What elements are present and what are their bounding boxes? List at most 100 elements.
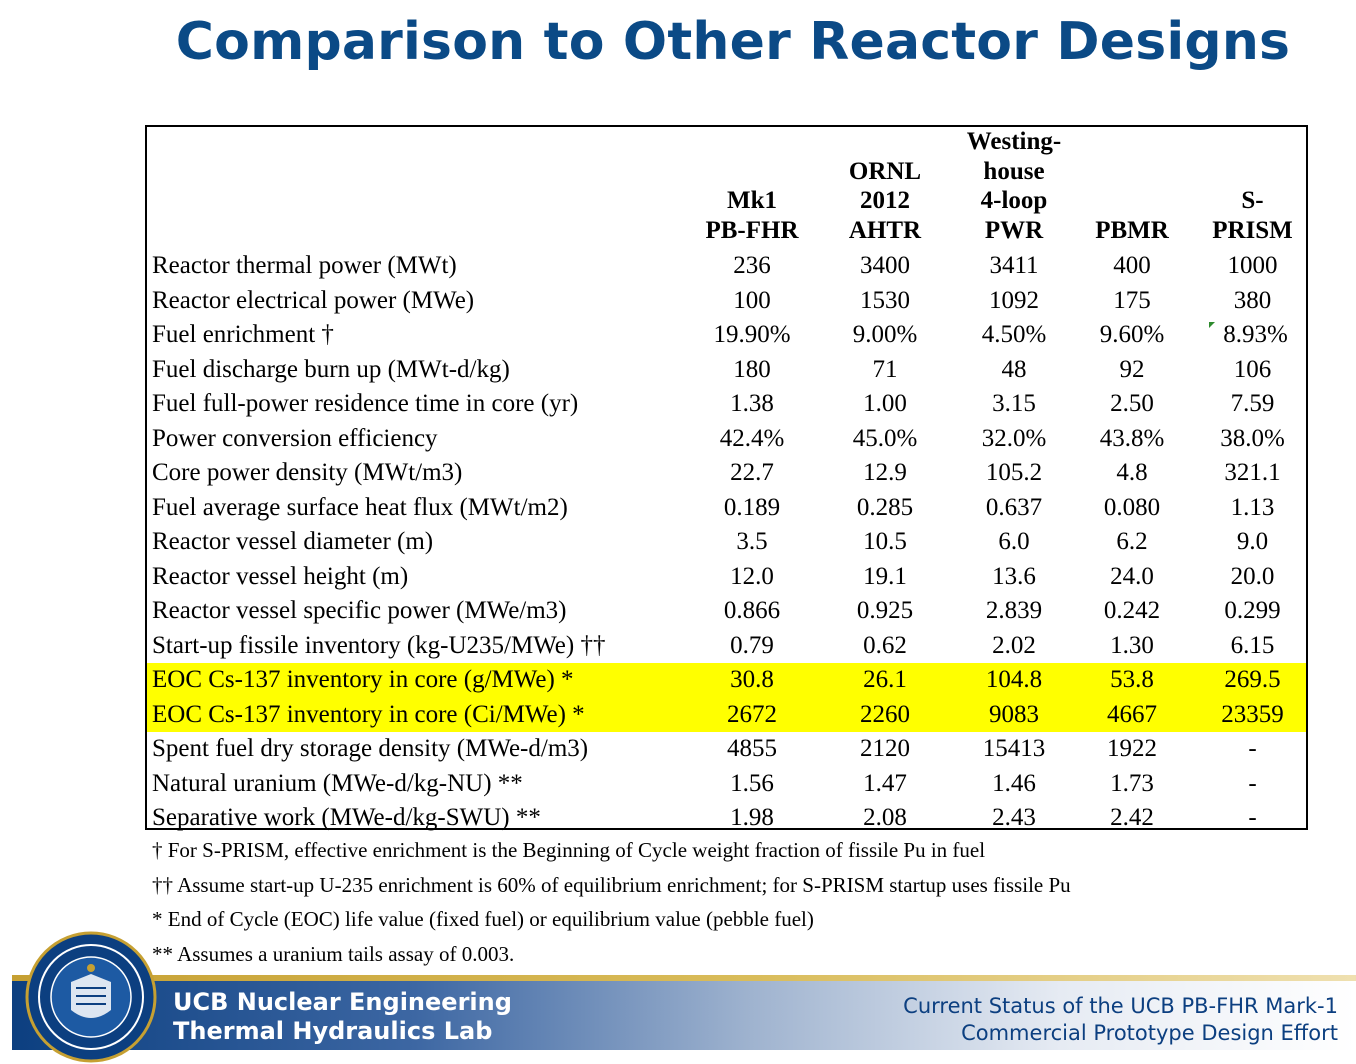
- cell-text: 19.1: [863, 562, 907, 590]
- cell-text: 4855: [727, 735, 777, 762]
- footnote-double-dagger: †† Assume start-up U-235 enrichment is 6…: [152, 872, 1071, 897]
- row-label: Separative work (MWe-d/kg-SWU) **: [152, 804, 541, 831]
- cell-text: -: [1248, 804, 1257, 831]
- cell-text: 400: [1113, 252, 1151, 279]
- row-value: 6.2: [1065, 525, 1199, 560]
- header-text: 2012: [860, 187, 910, 214]
- lab-name: UCB Nuclear Engineering Thermal Hydrauli…: [173, 988, 512, 1046]
- cell-text: 7.59: [1230, 390, 1275, 417]
- row-label: Fuel discharge burn up (MWt-d/kg): [152, 355, 510, 383]
- row-value: 38.0%: [1199, 422, 1306, 457]
- row-value: 0.637: [963, 491, 1065, 526]
- cell-text: 9.60%: [1099, 321, 1165, 348]
- cell-text: 1092: [989, 286, 1039, 314]
- cell-text: 269.5: [1224, 666, 1281, 693]
- cell-text: 0.242: [1103, 597, 1161, 624]
- cell-text: 53.8: [1110, 666, 1154, 693]
- row-value: 105.2: [963, 456, 1065, 491]
- row-value: 9.60%: [1065, 318, 1199, 353]
- row-label: Fuel enrichment †: [152, 321, 334, 348]
- row-value: 1.73: [1065, 767, 1199, 802]
- cell-text: 6.15: [1230, 631, 1275, 659]
- footnote-double-asterisk: ** Assumes a uranium tails assay of 0.00…: [152, 941, 515, 966]
- cell-text: -: [1248, 769, 1257, 797]
- header-text: Westing-: [966, 128, 1062, 155]
- table-row: Core power density (MWt/m3) 22.7 12.9 105.2…: [147, 456, 1306, 491]
- cell-text: 1.38: [730, 390, 774, 417]
- row-value: 71: [807, 353, 963, 388]
- row-value: 12.0: [697, 560, 807, 595]
- cell-text: 1.30: [1110, 631, 1154, 659]
- cell-text: 19.90%: [713, 321, 791, 348]
- table-row: EOC Cs-137 inventory in core (g/MWe) * 30…: [147, 663, 1306, 698]
- header-text: ORNL: [848, 157, 922, 185]
- cell-text: 1.00: [863, 390, 907, 417]
- cell-text: 38.0%: [1220, 424, 1285, 452]
- row-value: 2.42: [1065, 801, 1199, 836]
- cell-text: 0.299: [1224, 597, 1281, 624]
- cell-text: 26.1: [863, 666, 907, 693]
- row-value: 26.1: [807, 663, 963, 698]
- cell-text: 0.080: [1103, 493, 1161, 521]
- cell-text: 45.0%: [852, 424, 918, 452]
- row-value: 23359: [1199, 697, 1306, 732]
- header-mk1-pbfhr: Mk1 PB-FHR: [697, 127, 807, 249]
- row-value: 20.0: [1199, 560, 1306, 595]
- row-value: 32.0%: [963, 422, 1065, 457]
- cell-text: 2.08: [863, 804, 907, 831]
- cell-text: 48: [1001, 355, 1027, 383]
- subtitle-line1: Current Status of the UCB PB-FHR Mark-1: [903, 994, 1338, 1018]
- cell-text: 1.73: [1110, 769, 1154, 797]
- row-value: 19.1: [807, 560, 963, 595]
- row-label: Reactor electrical power (MWe): [152, 286, 475, 314]
- cell-text: 1922: [1107, 735, 1157, 762]
- footer-gold-rule: [12, 975, 1356, 981]
- cell-text: 2.839: [985, 597, 1043, 624]
- row-label: Core power density (MWt/m3): [152, 459, 463, 486]
- table-row: Natural uranium (MWe-d/kg-NU) ** 1.56 1.47…: [147, 767, 1306, 802]
- cell-text: -: [1248, 735, 1257, 762]
- row-value: 22.7: [697, 456, 807, 491]
- cell-text: 13.6: [992, 562, 1036, 590]
- cell-text: 1.98: [730, 804, 774, 831]
- row-value: 4.8: [1065, 456, 1199, 491]
- header-s-prism: S- PRISM: [1199, 127, 1306, 249]
- cell-text: 236: [733, 252, 771, 279]
- subtitle-line2: Commercial Prototype Design Effort: [961, 1021, 1338, 1045]
- presentation-subtitle: Current Status of the UCB PB-FHR Mark-1 …: [903, 993, 1338, 1047]
- row-value: 3.15: [963, 387, 1065, 422]
- comment-marker-icon: [1209, 322, 1216, 328]
- row-label: Fuel full-power residence time in core (…: [152, 390, 579, 417]
- row-label: Fuel average surface heat flux (MWt/m2): [152, 493, 568, 521]
- cell-text: 0.925: [856, 597, 914, 624]
- row-value: -: [1199, 732, 1306, 767]
- table-row: Reactor thermal power (MWt) 236 3400 3411 40…: [147, 249, 1306, 284]
- table-row: Fuel enrichment † 19.90% 9.00% 4.50% 9.60% 8.…: [147, 318, 1306, 353]
- row-value: 1.56: [697, 767, 807, 802]
- cell-text: 180: [733, 355, 771, 383]
- cell-text: 2.02: [992, 631, 1036, 659]
- header-text: S-: [1241, 187, 1264, 214]
- cell-text: 0.62: [863, 631, 907, 659]
- row-value: 9083: [963, 697, 1065, 732]
- cell-text: 71: [872, 355, 898, 383]
- header-westinghouse-pwr: Westing- house 4-loop PWR: [963, 127, 1065, 249]
- row-label: Reactor vessel diameter (m): [152, 528, 434, 555]
- cell-text: 106: [1233, 355, 1272, 383]
- cell-text: 1530: [860, 286, 910, 314]
- row-value: 4667: [1065, 697, 1199, 732]
- row-value: 4.50%: [963, 318, 1065, 353]
- cell-text: 0.79: [730, 631, 774, 659]
- row-value: 2.839: [963, 594, 1065, 629]
- cell-text: 4.50%: [981, 321, 1047, 348]
- row-value: 1.00: [807, 387, 963, 422]
- row-value: 104.8: [963, 663, 1065, 698]
- cell-text: 12.0: [730, 562, 774, 590]
- row-label: Reactor vessel specific power (MWe/m3): [152, 597, 567, 624]
- header-label-column: [147, 127, 697, 249]
- row-value: 9.00%: [807, 318, 963, 353]
- row-value: 1.46: [963, 767, 1065, 802]
- row-value: 180: [697, 353, 807, 388]
- row-value: 2.08: [807, 801, 963, 836]
- cell-text: 3.15: [992, 390, 1036, 417]
